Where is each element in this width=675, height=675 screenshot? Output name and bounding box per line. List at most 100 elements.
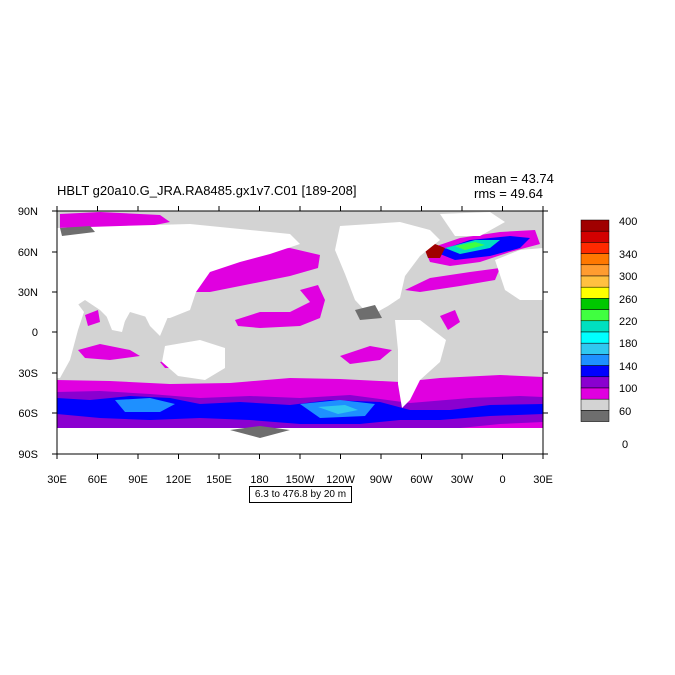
na-green: [455, 242, 485, 250]
lat-label: 60S: [18, 408, 38, 420]
colorbar: [580, 219, 610, 422]
mean-value: mean = 43.74: [474, 171, 554, 186]
tropical-atlantic-magenta: [440, 310, 460, 330]
rms-value: rms = 49.64: [474, 186, 544, 201]
lon-label: 180: [250, 474, 268, 486]
lon-label: 0: [499, 474, 505, 486]
lon-label: 150E: [206, 474, 232, 486]
southern-ocean-fields: [57, 375, 543, 436]
colorbar-swatch: [580, 320, 610, 333]
lon-label: 60E: [88, 474, 108, 486]
lat-label: 90S: [18, 449, 38, 461]
dark-patches: [60, 226, 382, 438]
lon-label: 120W: [326, 474, 355, 486]
lat-label: 60N: [18, 247, 38, 259]
lat-label: 0: [32, 327, 38, 339]
lon-label: 30W: [451, 474, 474, 486]
central-pacific-magenta: [235, 285, 325, 328]
colorbar-label: 60: [619, 406, 631, 418]
lon-tick: 120W: [326, 206, 355, 486]
colorbar-labels: 400 340 300 260 220 180 140 100 60 0: [619, 216, 637, 451]
colorbar-label: 100: [619, 383, 637, 395]
lat-tick: 60S: [18, 408, 548, 420]
colorbar-swatch: [580, 342, 610, 355]
dark-patch-1: [60, 226, 95, 236]
land: [57, 212, 543, 454]
lat-tick: 30N: [18, 287, 548, 299]
lon-label: 60W: [410, 474, 433, 486]
colorbar-label: 180: [619, 338, 637, 350]
colorbar-swatch: [580, 331, 610, 344]
colorbar-swatch: [580, 275, 610, 288]
lon-tick: 60W: [410, 206, 433, 486]
antarctica: [57, 428, 543, 454]
colorbar-label: 260: [619, 294, 637, 306]
colorbar-swatch: [580, 298, 610, 310]
colorbar-swatch: [580, 365, 610, 378]
southern-dodger-patch: [115, 398, 175, 412]
southern-blue-band: [57, 396, 543, 424]
arabian-sea-magenta: [85, 310, 100, 326]
lat-axis: 90N 60N 30N 0 30S 60S 90S: [18, 206, 548, 461]
lat-tick: 0: [32, 327, 548, 339]
colorbar-label: 340: [619, 249, 637, 261]
europe-west: [495, 248, 543, 300]
lon-label: 90W: [370, 474, 393, 486]
plot-title: HBLT g20a10.G_JRA.RA8485.gx1v7.C01 [189-…: [57, 183, 357, 198]
colorbar-swatch: [580, 410, 610, 422]
colorbar-swatch: [580, 264, 610, 277]
lon-tick: 0: [499, 206, 506, 486]
indian-ocean-magenta: [78, 344, 140, 360]
lon-tick: 90E: [128, 206, 148, 486]
colorbar-label: 140: [619, 361, 637, 373]
lat-tick: 60N: [18, 247, 548, 259]
greenland: [440, 212, 505, 236]
lon-tick: 150W: [286, 206, 315, 486]
lon-label: 150W: [286, 474, 315, 486]
colorbar-label: 300: [619, 271, 637, 283]
south-america: [395, 320, 446, 408]
dark-patch-2: [355, 305, 382, 320]
lat-tick: 30S: [18, 368, 548, 380]
lon-label: 30E: [47, 474, 67, 486]
lat-label: 30N: [18, 287, 38, 299]
lon-tick: 180: [250, 206, 269, 486]
southeast-asia: [140, 300, 175, 336]
africa: [57, 290, 84, 378]
lat-label: 30S: [18, 368, 38, 380]
colorbar-swatch: [580, 354, 610, 366]
southern-cyan-patch: [318, 405, 358, 414]
contour-info-box: 6.3 to 476.8 by 20 m: [249, 486, 352, 503]
south-pacific-magenta: [340, 346, 392, 364]
colorbar-swatch: [580, 309, 610, 322]
lon-tick: 120E: [166, 206, 192, 486]
colorbar-swatch: [580, 398, 610, 411]
lat-tick: 90N: [18, 206, 548, 218]
lon-tick: 90W: [370, 206, 393, 486]
lat-label: 90N: [18, 206, 38, 218]
lon-tick: 30E: [47, 206, 67, 486]
colorbar-label: 220: [619, 316, 637, 328]
lat-tick: 90S: [18, 449, 548, 461]
dark-patch-3: [230, 426, 290, 438]
lon-label: 120E: [166, 474, 192, 486]
lon-tick: 150E: [206, 206, 232, 486]
lon-label: 30E: [533, 474, 553, 486]
colorbar-swatch: [580, 219, 610, 232]
colorbar-label: 0: [622, 439, 628, 451]
colorbar-swatch: [580, 253, 610, 266]
lon-label: 90E: [128, 474, 148, 486]
lon-tick: 30W: [451, 206, 474, 486]
colorbar-swatch: [580, 286, 610, 299]
colorbar-label: 400: [619, 216, 637, 228]
colorbar-swatch: [580, 376, 610, 389]
colorbar-swatch: [580, 242, 610, 254]
north-america: [335, 222, 440, 316]
colorbar-swatch: [580, 230, 610, 243]
colorbar-swatch: [580, 387, 610, 400]
lon-tick: 30E: [533, 206, 553, 486]
lon-tick: 60E: [88, 206, 108, 486]
north-atlantic-magenta: [405, 268, 500, 292]
india: [100, 300, 130, 332]
